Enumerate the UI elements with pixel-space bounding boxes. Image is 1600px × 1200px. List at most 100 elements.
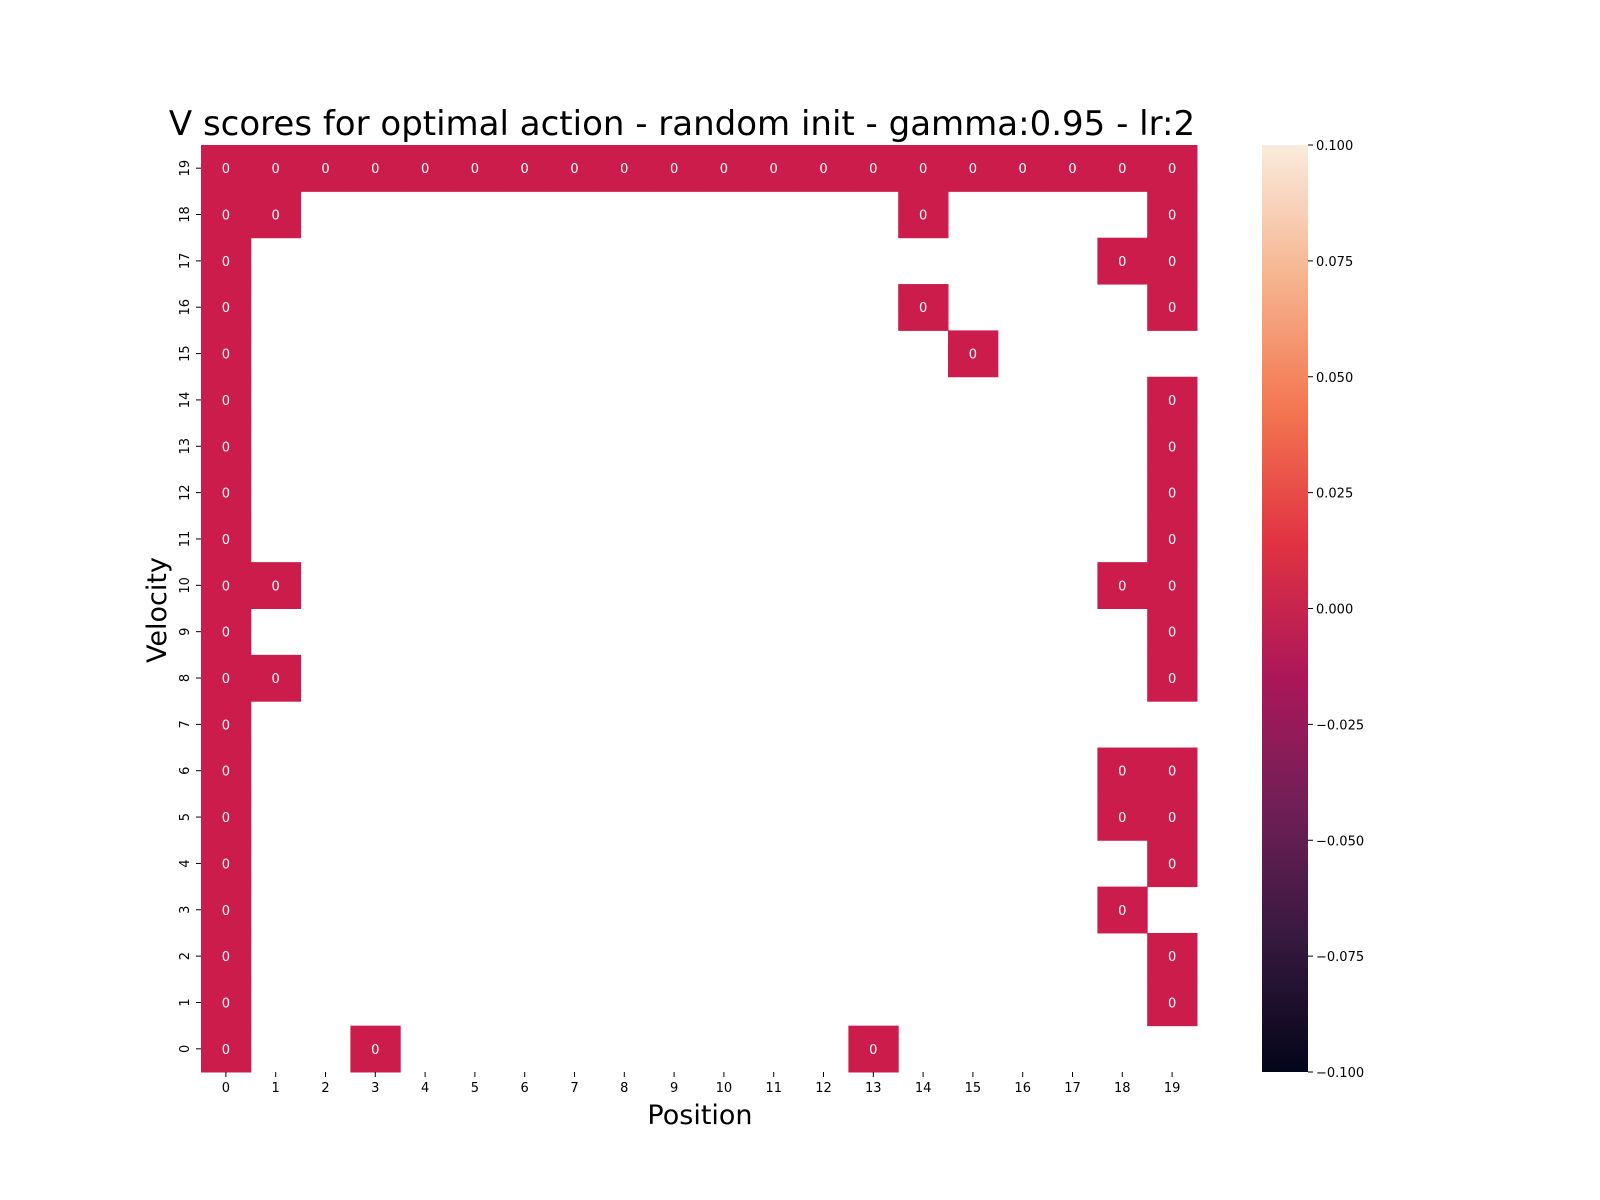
- heatmap-cell-label: 0: [1168, 301, 1176, 316]
- heatmap-cell-label: 0: [1168, 162, 1176, 177]
- y-tick-label: 17: [178, 253, 193, 270]
- x-tick-label: 6: [521, 1081, 529, 1096]
- heatmap-cell-label: 0: [1118, 579, 1126, 594]
- heatmap-cell: [201, 701, 252, 749]
- heatmap-cell: [848, 1025, 899, 1073]
- heatmap-cell-label: 0: [222, 672, 230, 687]
- heatmap-cell-label: 0: [222, 996, 230, 1011]
- heatmap-cell-label: 0: [222, 1043, 230, 1058]
- heatmap-cell: [1147, 423, 1198, 470]
- heatmap-cell-label: 0: [1019, 162, 1027, 177]
- heatmap-cell: [201, 237, 252, 285]
- heatmap-cell: [250, 654, 302, 702]
- heatmap-cell-label: 0: [222, 950, 230, 965]
- y-tick-label: 14: [178, 392, 193, 409]
- heatmap-cell: [649, 145, 700, 192]
- heatmap-cell-label: 0: [222, 162, 230, 177]
- colorbar-tick-label: −0.050: [1316, 834, 1364, 849]
- colorbar-tick-label: −0.075: [1316, 950, 1364, 965]
- x-tick-label: 7: [570, 1081, 578, 1096]
- heatmap-cell: [201, 423, 252, 470]
- heatmap-cell: [201, 793, 252, 841]
- heatmap-cell: [201, 330, 252, 378]
- heatmap-cell: [499, 145, 551, 192]
- x-tick-label: 13: [865, 1081, 882, 1096]
- x-tick-label: 3: [371, 1081, 379, 1096]
- x-tick-label: 0: [222, 1081, 230, 1096]
- y-tick-label: 3: [178, 906, 193, 914]
- heatmap-cell: [997, 145, 1049, 192]
- y-tick-label: 9: [178, 628, 193, 636]
- y-tick-label: 10: [178, 577, 193, 594]
- heatmap-cell-label: 0: [919, 301, 927, 316]
- heatmap-cell: [1147, 191, 1198, 239]
- heatmap-cell: [898, 145, 949, 192]
- x-axis-ticks: 0 1 2 3 4 5 6 7 8 9 10 11 12 13 14 15 16 17 18 19: [222, 1072, 1181, 1096]
- heatmap-cell-label: 0: [1168, 765, 1176, 780]
- colorbar-tick-label: −0.025: [1316, 718, 1364, 733]
- x-tick-label: 19: [1164, 1081, 1181, 1096]
- heatmap-cell-label: 0: [1118, 811, 1126, 826]
- heatmap-cell: [201, 376, 252, 424]
- colorbar: [1262, 145, 1308, 1072]
- heatmap-cell-label: 0: [1068, 162, 1076, 177]
- y-axis-label: Velocity: [142, 557, 173, 663]
- heatmap-cell-label: 0: [1168, 487, 1176, 502]
- heatmap-cell-label: 0: [222, 394, 230, 409]
- colorbar-tick-label: 0.000: [1316, 603, 1353, 618]
- heatmap-cell: [549, 145, 600, 192]
- heatmap-cell-label: 0: [1118, 904, 1126, 919]
- heatmap-cell: [350, 1025, 401, 1073]
- heatmap-cell-label: 0: [521, 162, 529, 177]
- heatmap-cell: [250, 562, 302, 609]
- heatmap-cell: [1147, 608, 1198, 656]
- heatmap-cell-label: 0: [969, 162, 977, 177]
- heatmap-cell-label: 0: [222, 857, 230, 872]
- heatmap-cell-label: 0: [471, 162, 479, 177]
- heatmap-cell: [201, 979, 252, 1027]
- heatmap-cell: [1147, 145, 1198, 192]
- heatmap-cell: [1147, 284, 1198, 331]
- heatmap-cell: [201, 145, 252, 192]
- heatmap-cell-label: 0: [222, 579, 230, 594]
- heatmap-cell-label: 0: [222, 301, 230, 316]
- heatmap-cell: [1147, 376, 1198, 424]
- heatmap-cell-label: 0: [1168, 209, 1176, 224]
- x-tick-label: 16: [1014, 1081, 1031, 1096]
- heatmap-cell: [1147, 793, 1198, 841]
- heatmap-cell-label: 0: [1168, 811, 1176, 826]
- heatmap-cell: [300, 145, 351, 192]
- heatmap-cell-label: 0: [222, 255, 230, 270]
- heatmap-cell-label: 0: [869, 1043, 877, 1058]
- x-tick-label: 11: [765, 1081, 782, 1096]
- x-tick-label: 8: [620, 1081, 628, 1096]
- heatmap-cell-label: 0: [919, 209, 927, 224]
- heatmap-cell-label: 0: [1168, 579, 1176, 594]
- heatmap-cell: [1047, 145, 1098, 192]
- heatmap-cell-label: 0: [371, 162, 379, 177]
- heatmap-cell-label: 0: [1168, 857, 1176, 872]
- heatmap-cell: [1097, 237, 1148, 285]
- heatmap-cell-label: 0: [570, 162, 578, 177]
- heatmap-cell: [201, 515, 252, 563]
- heatmap-cell-label: 0: [1168, 950, 1176, 965]
- heatmap-cell-label: 0: [819, 162, 827, 177]
- heatmap-cell-label: 0: [770, 162, 778, 177]
- heatmap-cell: [1147, 747, 1198, 795]
- heatmap-cell: [1097, 562, 1148, 609]
- heatmap-cell: [798, 145, 849, 192]
- heatmap-cell: [201, 562, 252, 609]
- heatmap-cell: [400, 145, 451, 192]
- heatmap-cell: [1097, 886, 1148, 934]
- x-tick-label: 15: [965, 1081, 982, 1096]
- y-tick-label: 13: [178, 438, 193, 455]
- heatmap-cell-label: 0: [222, 718, 230, 733]
- x-tick-label: 2: [321, 1081, 329, 1096]
- heatmap-cell-label: 0: [222, 348, 230, 363]
- heatmap-cell: [699, 145, 750, 192]
- heatmap-cell: [898, 191, 949, 239]
- heatmap-cell: [350, 145, 401, 192]
- colorbar-tick-label: 0.075: [1316, 255, 1353, 270]
